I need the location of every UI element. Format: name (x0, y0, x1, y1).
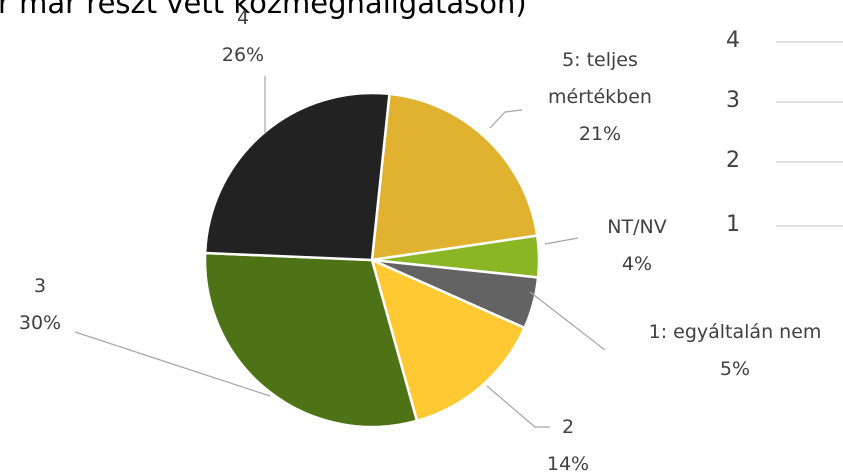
data-label: NT/NV 4% (607, 209, 666, 283)
pie-slice (370, 92, 539, 262)
legend-label: 4 (726, 28, 740, 53)
data-label: 4 26% (222, 0, 264, 74)
legend-label: 3 (726, 88, 740, 113)
value-label: 4% (621, 253, 653, 275)
data-label: 2 14% (547, 409, 589, 473)
legend-label: 1 (726, 212, 740, 237)
leader-line (544, 237, 579, 245)
category-label: NT/NV (607, 216, 667, 238)
category-label: 3 (33, 275, 47, 297)
data-label: 3 30% (19, 268, 61, 342)
value-label: 26% (221, 44, 265, 66)
value-label: 21% (578, 123, 622, 145)
data-label: 1: egyáltalán nem 5% (649, 314, 822, 388)
category-label: 1: egyáltalán nem (648, 321, 822, 343)
chart-title: r már részt vett közmeghallgatáson) (0, 0, 527, 20)
category-label: 2 (561, 416, 575, 438)
value-label: 14% (546, 453, 590, 473)
value-label: 5% (719, 358, 751, 380)
pie-slice (370, 257, 527, 423)
leader-line (529, 291, 606, 351)
leader-line (486, 385, 550, 428)
pie-slice (203, 91, 391, 262)
leader-line (74, 331, 271, 397)
pie-slice (203, 251, 419, 429)
legend-label: 2 (726, 148, 740, 173)
category-label: 5: teljes mértékben (548, 49, 652, 108)
data-label: 5: teljes mértékben 21% (535, 42, 665, 153)
value-label: 30% (18, 312, 62, 334)
category-label: 4 (236, 7, 250, 29)
leader-line (489, 109, 523, 129)
